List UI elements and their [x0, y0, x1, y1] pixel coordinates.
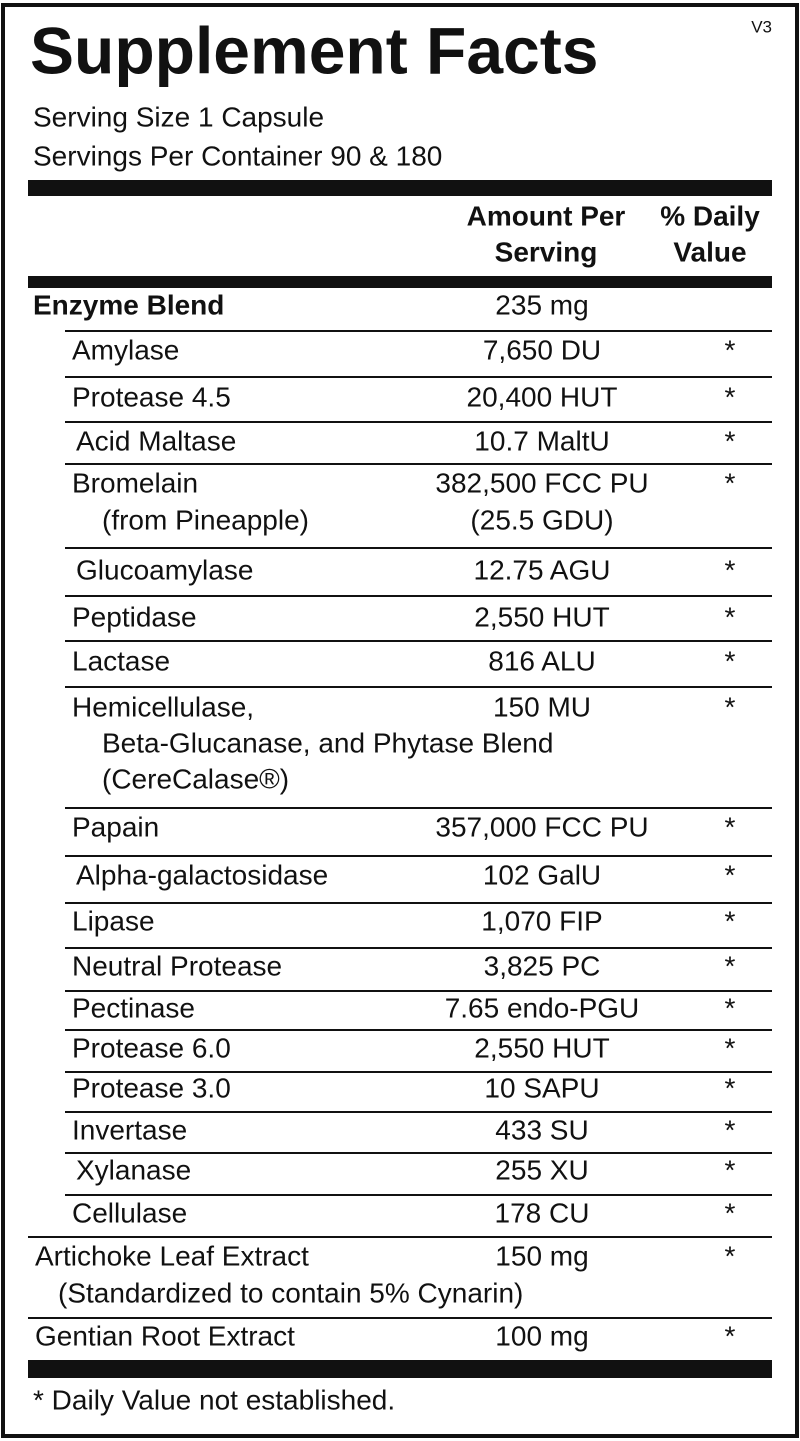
ingredient-name: Peptidase	[72, 601, 197, 632]
amount: 150 MU	[493, 691, 591, 722]
amount: (25.5 GDU)	[470, 504, 613, 535]
daily-value: *	[725, 811, 736, 842]
ingredient-name: Acid Maltase	[76, 425, 236, 456]
ingredient-name: Bromelain	[72, 467, 198, 498]
ingredient-name: (Standardized to contain 5% Cynarin)	[58, 1277, 523, 1308]
footnote: * Daily Value not established.	[33, 1384, 395, 1415]
ingredient-name: Artichoke Leaf Extract	[35, 1240, 309, 1271]
daily-value: *	[725, 554, 736, 585]
amount: 178 CU	[495, 1197, 590, 1228]
amount: 150 mg	[495, 1240, 588, 1271]
ingredient-name: Beta-Glucanase, and Phytase Blend	[102, 727, 553, 758]
amount: 102 GalU	[483, 859, 601, 890]
ingredient-name: Papain	[72, 811, 159, 842]
thick-bar	[28, 1360, 772, 1378]
amount: 10 SAPU	[484, 1072, 599, 1103]
daily-value: *	[725, 601, 736, 632]
amount: 255 XU	[495, 1154, 588, 1185]
amount: 100 mg	[495, 1320, 588, 1351]
daily-value: *	[725, 425, 736, 456]
ingredient-name: Invertase	[72, 1114, 187, 1145]
ingredient-name: Neutral Protease	[72, 950, 282, 981]
amount: 2,550 HUT	[474, 1032, 609, 1063]
amount: 7.65 endo-PGU	[445, 992, 640, 1023]
serving-size: Serving Size 1 Capsule	[33, 101, 324, 132]
amount: 3,825 PC	[484, 950, 601, 981]
amount: 382,500 FCC PU	[435, 467, 648, 498]
dv-header: Value	[673, 236, 746, 267]
ingredient-name: Xylanase	[76, 1154, 191, 1185]
daily-value: *	[725, 1154, 736, 1185]
amount: 20,400 HUT	[467, 381, 618, 412]
version: V3	[751, 17, 772, 36]
amount: 816 ALU	[488, 645, 595, 676]
amount-header: Serving	[495, 236, 598, 267]
daily-value: *	[725, 334, 736, 365]
dv-header: % Daily	[660, 200, 760, 231]
ingredient-name: Alpha-galactosidase	[76, 859, 328, 890]
ingredient-name: (from Pineapple)	[102, 504, 309, 535]
thick-bar	[28, 276, 772, 288]
ingredient-name: Cellulase	[72, 1197, 187, 1228]
ingredient-name: Protease 6.0	[72, 1032, 231, 1063]
daily-value: *	[725, 859, 736, 890]
daily-value: *	[725, 1072, 736, 1103]
daily-value: *	[725, 381, 736, 412]
daily-value: *	[725, 950, 736, 981]
amount: 235 mg	[495, 289, 588, 320]
ingredient-name: Glucoamylase	[76, 554, 253, 585]
amount: 12.75 AGU	[474, 554, 611, 585]
daily-value: *	[725, 1320, 736, 1351]
amount-header: Amount Per	[467, 200, 626, 231]
amount: 2,550 HUT	[474, 601, 609, 632]
daily-value: *	[725, 1032, 736, 1063]
ingredient-name: Lipase	[72, 905, 155, 936]
amount: 357,000 FCC PU	[435, 811, 648, 842]
amount: 10.7 MaltU	[474, 425, 609, 456]
daily-value: *	[725, 467, 736, 498]
daily-value: *	[725, 1197, 736, 1228]
ingredient-name: Amylase	[72, 334, 179, 365]
border	[1, 3, 799, 1438]
daily-value: *	[725, 1114, 736, 1145]
ingredient-name: Hemicellulase,	[72, 691, 254, 722]
daily-value: *	[725, 691, 736, 722]
amount: 7,650 DU	[483, 334, 601, 365]
amount: 433 SU	[495, 1114, 588, 1145]
ingredient-name: Protease 4.5	[72, 381, 231, 412]
ingredient-name: Pectinase	[72, 992, 195, 1023]
servings-per-container: Servings Per Container 90 & 180	[33, 140, 442, 171]
ingredient-name: Lactase	[72, 645, 170, 676]
title: Supplement Facts	[30, 13, 598, 87]
ingredient-name: Enzyme Blend	[33, 289, 224, 320]
ingredient-name: (CereCalase®)	[102, 763, 289, 794]
ingredient-name: Gentian Root Extract	[35, 1320, 295, 1351]
daily-value: *	[725, 905, 736, 936]
daily-value: *	[725, 1240, 736, 1271]
daily-value: *	[725, 992, 736, 1023]
thick-bar	[28, 180, 772, 196]
amount: 1,070 FIP	[481, 905, 602, 936]
ingredient-name: Protease 3.0	[72, 1072, 231, 1103]
daily-value: *	[725, 645, 736, 676]
